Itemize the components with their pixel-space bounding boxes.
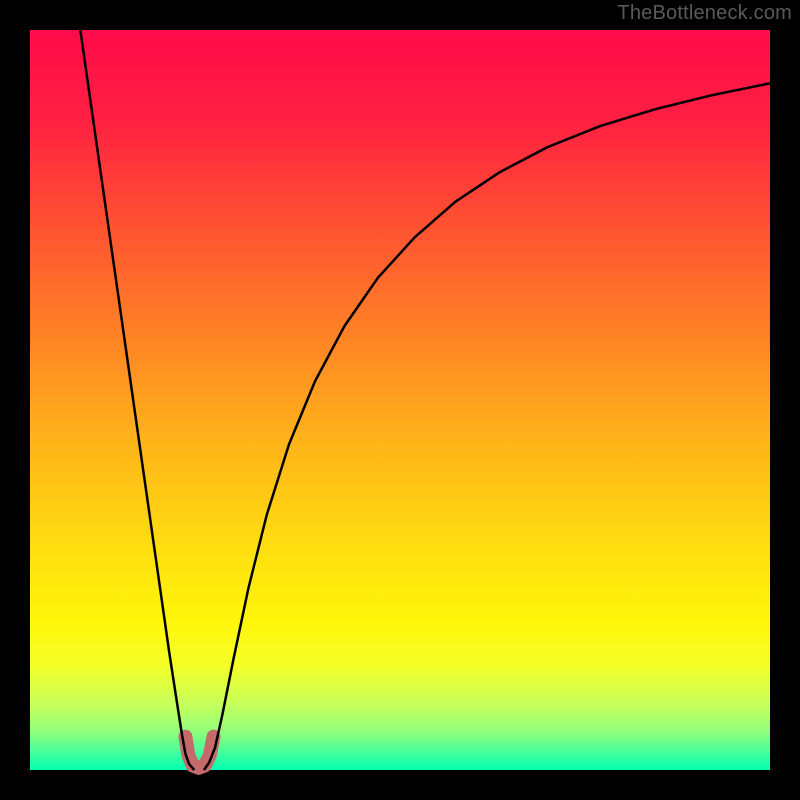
plot-gradient-background	[30, 30, 770, 770]
bottleneck-chart	[0, 0, 800, 800]
watermark-text: TheBottleneck.com	[617, 2, 792, 25]
chart-container: TheBottleneck.com	[0, 0, 800, 800]
